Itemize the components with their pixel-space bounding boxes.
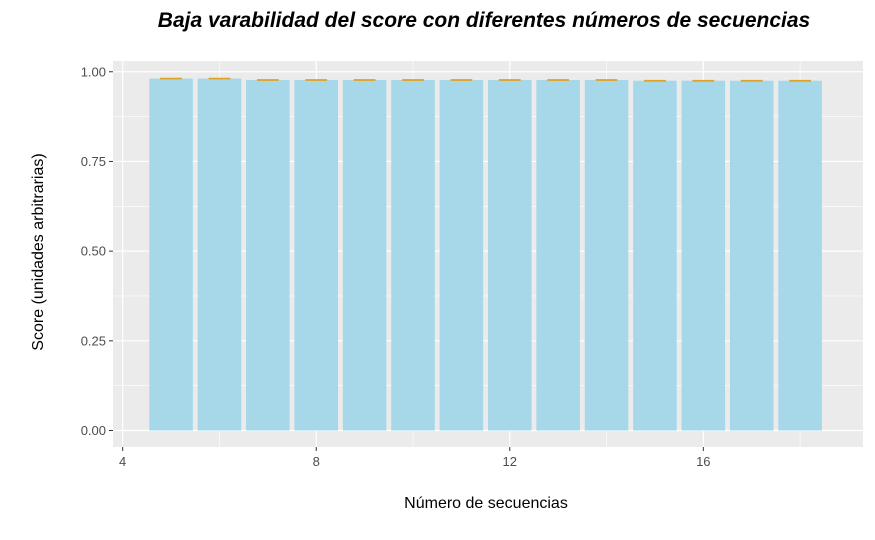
error-bar [450, 79, 473, 81]
bar [246, 80, 290, 431]
error-bar [208, 77, 231, 80]
error-bar-series [160, 77, 811, 82]
y-tick-label: 0.00 [81, 423, 106, 438]
x-tick-label: 8 [313, 454, 320, 469]
error-bar [498, 79, 521, 81]
y-axis-title: Score (unidades arbitrarias) [30, 153, 47, 350]
error-bar [160, 77, 182, 80]
error-bar [402, 79, 424, 81]
bar [439, 80, 484, 431]
bar [633, 80, 677, 431]
chart-title: Baja varabilidad del score con diferente… [158, 9, 810, 32]
y-axis: 0.00 0.25 0.50 0.75 1.00 [81, 64, 113, 438]
x-axis-title: Número de secuencias [404, 495, 568, 512]
x-axis: 4 8 12 16 [119, 447, 711, 469]
bar [294, 80, 338, 431]
error-bar [644, 79, 666, 82]
bar [342, 80, 387, 431]
bar [391, 80, 435, 431]
y-tick-label: 0.25 [81, 333, 106, 348]
error-bar [547, 79, 570, 81]
x-tick-label: 16 [696, 454, 710, 469]
y-tick-label: 0.75 [81, 154, 106, 169]
bar [488, 80, 532, 431]
bar-series [149, 78, 822, 431]
error-bar [353, 79, 376, 81]
x-tick-label: 4 [119, 454, 126, 469]
error-bar [740, 79, 763, 82]
bar [729, 80, 774, 431]
error-bar [595, 79, 618, 81]
error-bar [256, 79, 279, 81]
bar [149, 78, 193, 431]
x-tick-label: 12 [503, 454, 517, 469]
error-bar [305, 79, 328, 81]
y-tick-label: 1.00 [81, 64, 106, 79]
bar [584, 80, 629, 431]
error-bar [692, 79, 715, 82]
bar [197, 78, 242, 431]
bar [536, 80, 580, 431]
bar [778, 80, 822, 431]
y-tick-label: 0.50 [81, 244, 106, 259]
error-bar [789, 79, 811, 82]
bar [681, 80, 726, 431]
